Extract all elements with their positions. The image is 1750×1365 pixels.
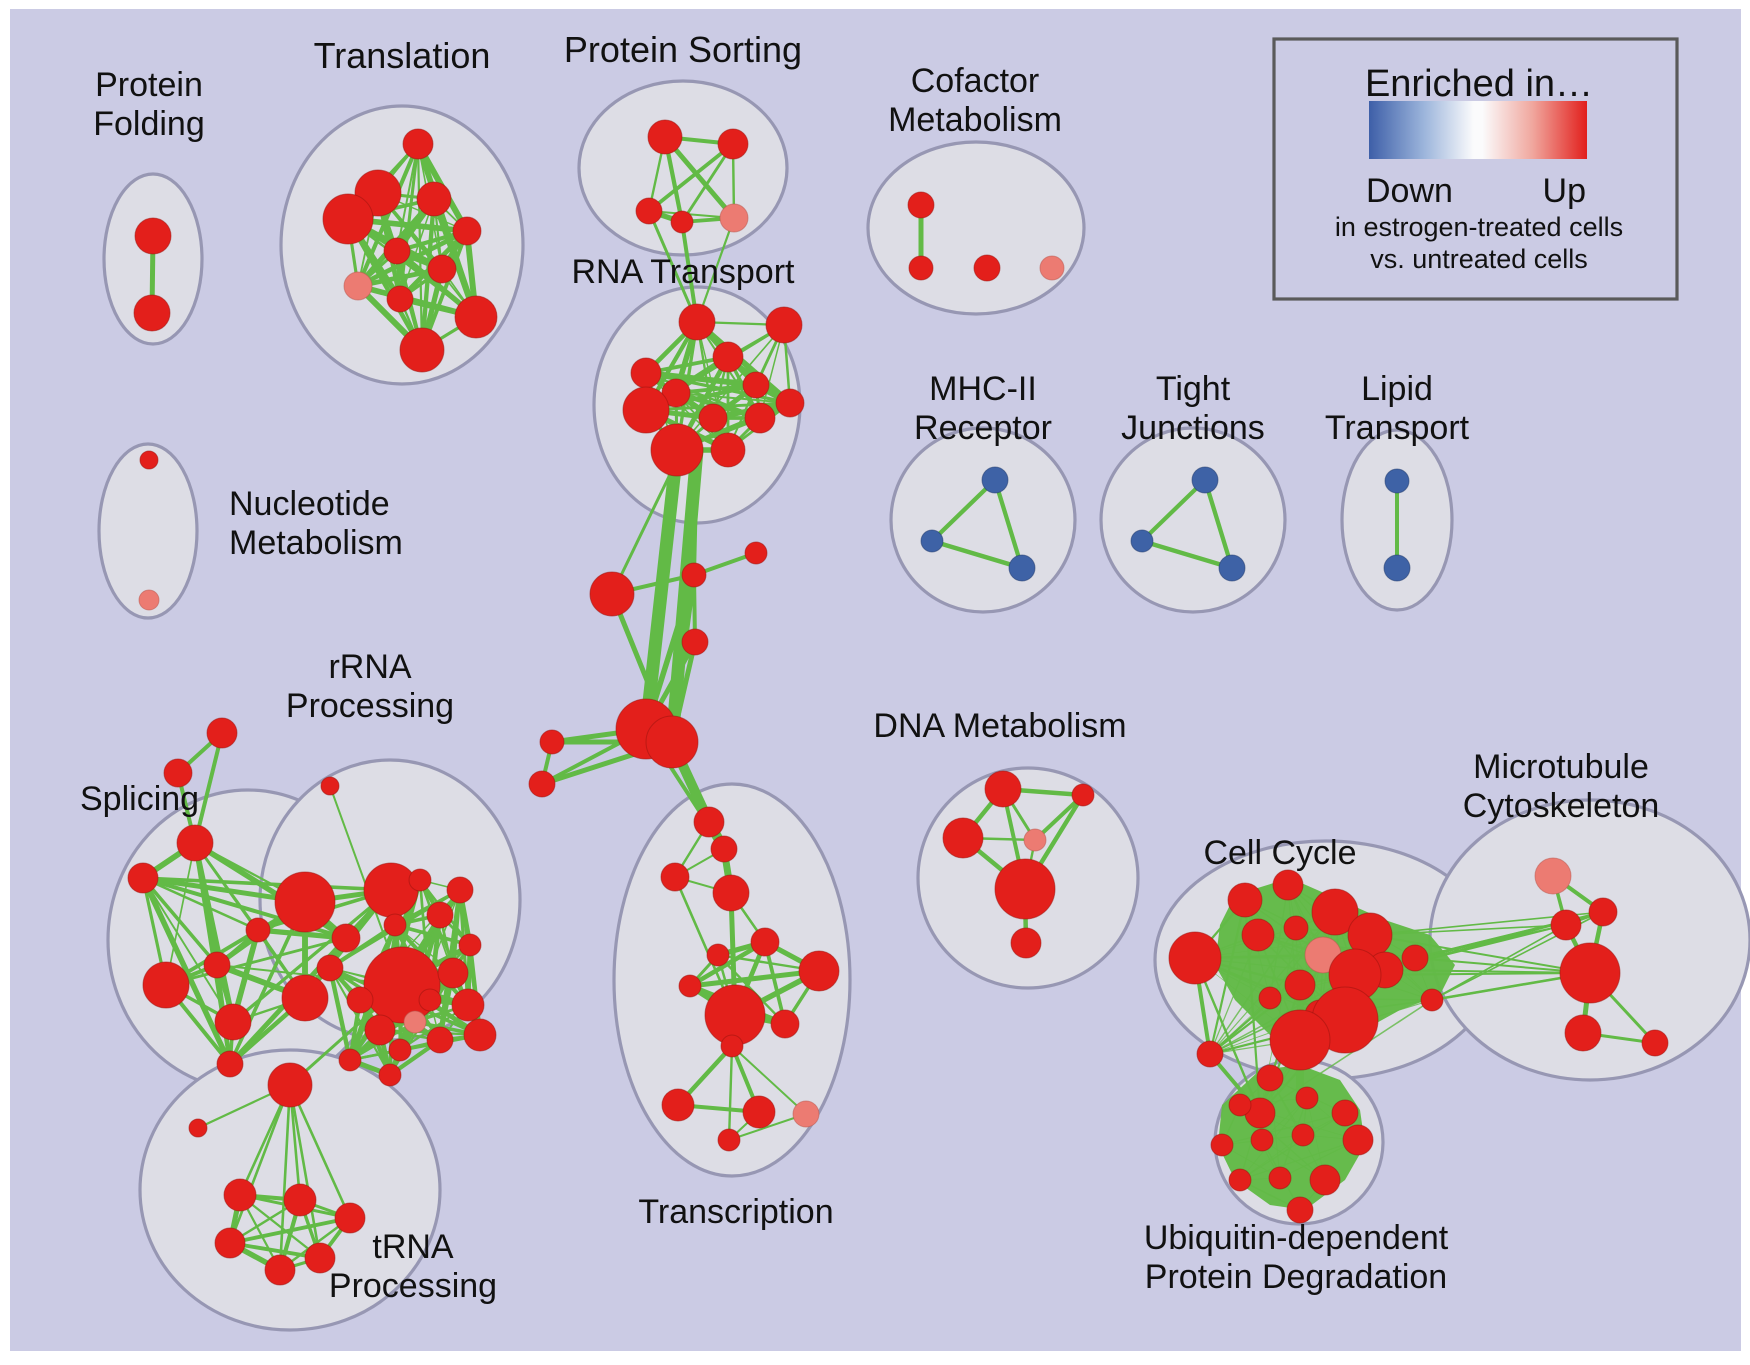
svg-text:RNA Transport: RNA Transport (572, 253, 796, 291)
svg-text:Translation: Translation (314, 35, 491, 76)
svg-text:Down: Down (1366, 172, 1453, 210)
svg-text:in estrogen-treated cells: in estrogen-treated cells (1335, 212, 1623, 242)
svg-text:Enriched in…: Enriched in… (1365, 63, 1593, 105)
svg-text:vs. untreated cells: vs. untreated cells (1370, 244, 1588, 274)
svg-text:Up: Up (1543, 172, 1586, 210)
svg-text:DNA Metabolism: DNA Metabolism (873, 707, 1126, 745)
svg-text:Splicing: Splicing (80, 780, 199, 818)
svg-text:Cell Cycle: Cell Cycle (1203, 834, 1356, 872)
svg-text:Transcription: Transcription (638, 1193, 833, 1231)
svg-text:Protein Sorting: Protein Sorting (564, 29, 802, 70)
